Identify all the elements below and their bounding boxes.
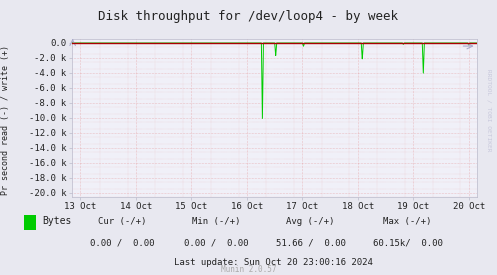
Text: Bytes: Bytes <box>42 216 72 226</box>
Text: Pr second read (-) / write (+): Pr second read (-) / write (+) <box>1 45 10 195</box>
Text: 0.00 /  0.00: 0.00 / 0.00 <box>184 239 248 248</box>
Text: Min (-/+): Min (-/+) <box>192 217 241 226</box>
Text: 0.00 /  0.00: 0.00 / 0.00 <box>89 239 154 248</box>
Text: Cur (-/+): Cur (-/+) <box>97 217 146 226</box>
Text: Disk throughput for /dev/loop4 - by week: Disk throughput for /dev/loop4 - by week <box>98 10 399 23</box>
Text: 60.15k/  0.00: 60.15k/ 0.00 <box>373 239 442 248</box>
Text: Max (-/+): Max (-/+) <box>383 217 432 226</box>
Text: Avg (-/+): Avg (-/+) <box>286 217 335 226</box>
Text: 51.66 /  0.00: 51.66 / 0.00 <box>276 239 345 248</box>
Text: Munin 2.0.57: Munin 2.0.57 <box>221 265 276 274</box>
Text: Last update: Sun Oct 20 23:00:16 2024: Last update: Sun Oct 20 23:00:16 2024 <box>174 258 373 267</box>
Text: RRDTOOL / TOBI OETIKER: RRDTOOL / TOBI OETIKER <box>486 69 491 151</box>
